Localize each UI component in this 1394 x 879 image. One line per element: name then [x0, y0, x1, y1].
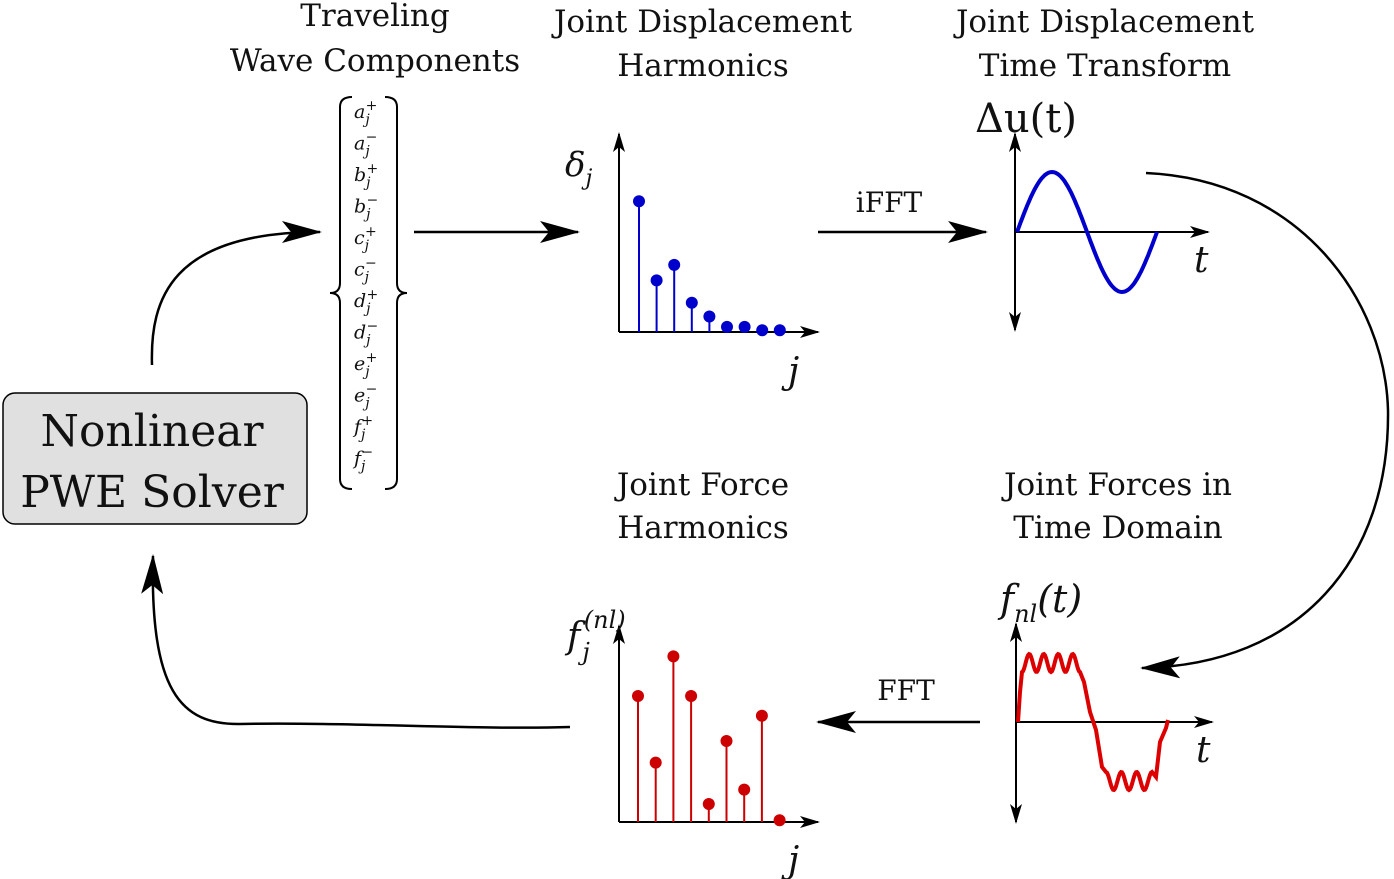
- title-disp-harmonics-line1: Joint Displacement: [551, 4, 853, 40]
- stem-marker: [756, 324, 769, 337]
- arrow-solver-to-components: [150, 221, 322, 366]
- title-traveling-line2: Wave Components: [230, 43, 520, 79]
- stem-marker: [738, 783, 751, 796]
- vector-entries: aj+aj−bj+bj−cj+cj−dj+dj−ej+ej−fj+fj−: [352, 98, 378, 475]
- stem-marker: [703, 310, 716, 323]
- vector-entry: aj+: [354, 98, 377, 128]
- arrow-displacement-to-forces: [1140, 171, 1390, 679]
- stem-marker: [720, 735, 733, 747]
- stem-marker: [702, 798, 715, 810]
- title-displacement-time: Joint Displacement Time Transform: [953, 4, 1255, 84]
- stem-marker: [773, 324, 786, 337]
- title-force-time-line1: Joint Forces in: [1001, 467, 1232, 503]
- solver-label-line1: Nonlinear: [40, 406, 264, 457]
- title-traveling-wave: Traveling Wave Components: [230, 0, 520, 79]
- force-t-axis-label: t: [1196, 730, 1211, 771]
- disp-t-axis-label: t: [1194, 240, 1209, 281]
- solver-label-line2: PWE Solver: [20, 467, 285, 518]
- vector-entry: bj−: [354, 193, 378, 223]
- disp-stems: [633, 195, 786, 337]
- stem-marker: [685, 296, 698, 309]
- stem-marker: [685, 690, 698, 702]
- stem-marker: [650, 274, 663, 287]
- ifft-label: iFFT: [856, 186, 923, 219]
- vector-entry: dj+: [354, 287, 378, 317]
- stem-marker: [773, 814, 786, 827]
- left-brace: [329, 96, 353, 490]
- displacement-time-plot: Δu(t) t: [975, 96, 1210, 332]
- stem-marker: [668, 258, 681, 271]
- stem-marker: [738, 320, 751, 333]
- wave-component-vector: aj+aj−bj+bj−cj+cj−dj+dj−ej+ej−fj+fj−: [329, 96, 408, 490]
- vector-entry: fj+: [352, 413, 373, 443]
- vector-entry: ej+: [354, 350, 377, 380]
- stem-marker: [633, 195, 645, 208]
- solver-box-rect: [2, 392, 308, 525]
- force-stems: [632, 650, 786, 827]
- vector-entry: ej−: [354, 382, 377, 412]
- stem-marker: [632, 690, 644, 702]
- stem-marker: [667, 650, 680, 663]
- force-curve: [1016, 651, 1170, 793]
- force-harmonics-plot: fj(nl) j: [564, 606, 820, 879]
- force-j-axis-label: j: [781, 840, 799, 879]
- vector-entry: aj−: [354, 130, 377, 160]
- title-force-time: Joint Forces in Time Domain: [1001, 467, 1232, 546]
- vector-entry: cj+: [354, 224, 377, 254]
- vector-entry: fj−: [352, 445, 373, 475]
- disp-j-axis-label: j: [781, 351, 799, 392]
- title-disp-harmonics-line2: Harmonics: [617, 48, 789, 84]
- delta-j-label: δj: [565, 145, 592, 191]
- delta-u-label: Δu(t): [975, 96, 1077, 142]
- stem-marker: [721, 320, 733, 333]
- vector-entry: cj−: [354, 256, 377, 286]
- displacement-curve: [1015, 169, 1159, 295]
- stem-marker: [649, 756, 662, 769]
- f-j-nl-label: fj(nl): [564, 606, 626, 666]
- arrow-harmonics-to-solver: [141, 554, 571, 729]
- vector-entry: dj−: [354, 319, 378, 349]
- right-brace: [384, 96, 408, 490]
- vector-entry: bj+: [354, 161, 378, 191]
- title-disp-time-line2: Time Transform: [979, 48, 1231, 84]
- title-disp-time-line1: Joint Displacement: [953, 4, 1255, 40]
- stem-marker: [755, 709, 768, 722]
- force-time-plot: fnl(t) t: [997, 577, 1214, 824]
- title-force-time-line2: Time Domain: [1013, 510, 1222, 546]
- solver-box: Nonlinear PWE Solver: [2, 392, 308, 525]
- title-displacement-harmonics: Joint Displacement Harmonics: [551, 4, 853, 84]
- title-force-harmonics: Joint Force Harmonics: [614, 467, 789, 546]
- f-nl-label: fnl(t): [997, 577, 1082, 628]
- title-force-harmonics-line1: Joint Force: [614, 467, 789, 503]
- title-traveling-line1: Traveling: [300, 0, 449, 34]
- fft-label: FFT: [877, 674, 935, 707]
- displacement-harmonics-plot: δj j: [565, 132, 820, 392]
- title-force-harmonics-line2: Harmonics: [617, 510, 789, 546]
